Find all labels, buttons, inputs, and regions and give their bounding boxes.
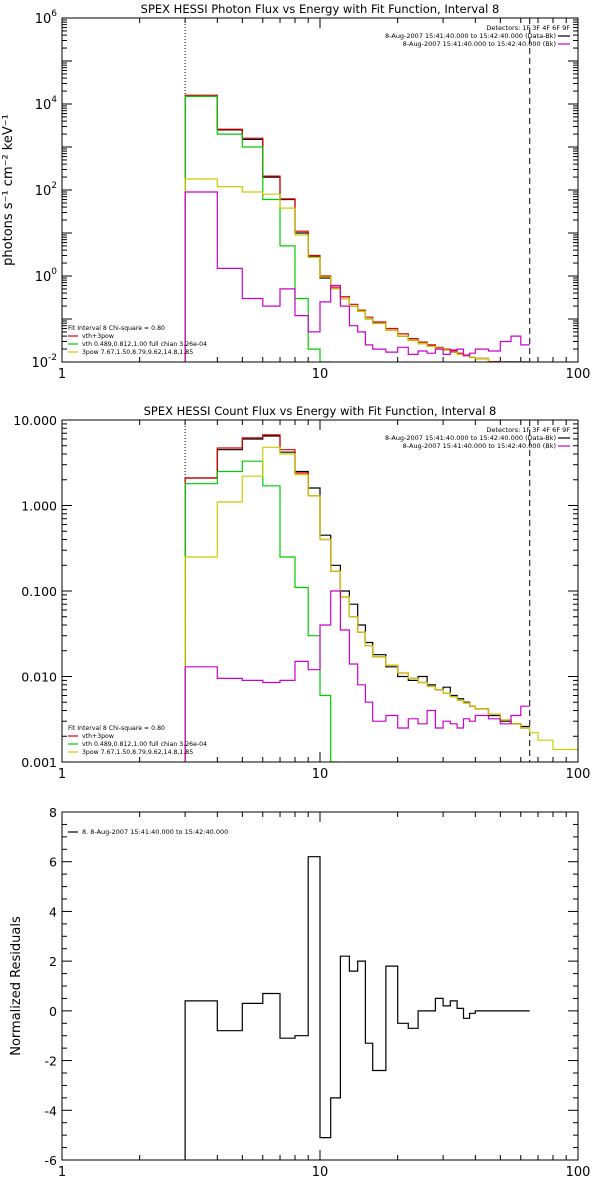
y-tick-label: 2 bbox=[49, 954, 57, 969]
plot-frame bbox=[61, 419, 579, 763]
legend-left-entry: vth 0.489,0.812,1.00 full chian 3.26e-04 bbox=[82, 341, 207, 348]
y-tick-label-exponent: 6 bbox=[51, 9, 57, 19]
y-tick-label: 8 bbox=[49, 805, 57, 820]
y-tick-label-base: 10 bbox=[35, 270, 52, 285]
y-tick-label-exponent: -2 bbox=[48, 353, 57, 363]
series-group bbox=[184, 434, 578, 762]
series-powerlaw bbox=[184, 446, 578, 762]
x-tick-label: 100 bbox=[566, 1165, 591, 1180]
y-tick-label: 104 bbox=[35, 95, 58, 113]
y-tick-label-base: 10 bbox=[35, 12, 52, 27]
legend-right-entry: Detectors: 1F 3F 4F 6F 9F bbox=[486, 24, 570, 32]
y-tick-label: 102 bbox=[35, 181, 57, 199]
y-tick-label-exponent: 4 bbox=[51, 95, 57, 105]
legend-left-entry: vth 0.489,0.812,1.00 full chian 3.26e-04 bbox=[82, 741, 207, 748]
x-tick-label: 1 bbox=[58, 767, 66, 782]
y-ticks bbox=[62, 419, 578, 763]
legend-right-entry: 8-Aug-2007 15:41:40.000 to 15:42:40.000 … bbox=[385, 434, 556, 442]
chart-title: SPEX HESSI Photon Flux vs Energy with Fi… bbox=[141, 2, 500, 16]
y-ticks bbox=[62, 811, 578, 1161]
legend-right-entry: 8-Aug-2007 15:41:40.000 to 15:42:40.000 … bbox=[385, 32, 556, 40]
series-total_fit bbox=[184, 94, 530, 362]
y-tick-label: -4 bbox=[45, 1103, 58, 1118]
series-residuals bbox=[184, 856, 530, 1160]
x-ticks bbox=[61, 812, 567, 1160]
y-tick-label: 100 bbox=[35, 267, 58, 285]
x-tick-label: 10 bbox=[312, 1165, 329, 1180]
legend-left-entry: 3pow 7.67,1.50,8.79,9.62,14.8,1.85 bbox=[82, 349, 193, 356]
y-tick-label: -6 bbox=[45, 1153, 58, 1168]
series-powerlaw bbox=[184, 178, 530, 362]
series-thermal bbox=[184, 460, 341, 762]
legend-right-entry: 8-Aug-2007 15:41:40.000 to 15:42:40.000 … bbox=[403, 442, 556, 450]
y-axis-label: Normalized Residuals bbox=[9, 916, 24, 1056]
series-data bbox=[184, 435, 530, 762]
y-tick-label: 106 bbox=[35, 9, 58, 27]
count-flux-panel: SPEX HESSI Count Flux vs Energy with Fit… bbox=[13, 404, 590, 782]
legend-left-entry: 8. 8-Aug-2007 15:41:40.000 to 15:42:40.0… bbox=[82, 828, 228, 836]
y-tick-label: 0.001 bbox=[21, 755, 57, 770]
photon-flux-panel: SPEX HESSI Photon Flux vs Energy with Fi… bbox=[1, 2, 590, 382]
y-axis-label: photons s⁻¹ cm⁻² keV⁻¹ bbox=[1, 114, 16, 266]
series-group bbox=[184, 856, 530, 1160]
residuals-panel: Normalized Residuals 1 10 100 -6 -4 -2 0 2 4 6 8 8. … bbox=[9, 805, 590, 1180]
x-tick-label: 1 bbox=[58, 367, 66, 382]
y-tick-label: -2 bbox=[45, 1054, 57, 1069]
series-data bbox=[184, 95, 530, 362]
series-total_fit bbox=[184, 434, 530, 762]
y-tick-label: 0.010 bbox=[21, 670, 57, 685]
y-tick-label: 4 bbox=[49, 904, 57, 919]
series-background bbox=[184, 590, 530, 762]
x-tick-label: 1 bbox=[58, 1165, 66, 1180]
x-ticks bbox=[61, 420, 567, 762]
x-tick-label: 10 bbox=[312, 367, 329, 382]
x-tick-label: 100 bbox=[566, 367, 591, 382]
x-ticks bbox=[61, 18, 567, 362]
legend-left-entry: Fit Interval 8 Chi-square = 0.80 bbox=[68, 725, 165, 732]
y-tick-label-base: 10 bbox=[31, 356, 48, 371]
legend-right-entry: Detectors: 1F 3F 4F 6F 9F bbox=[486, 426, 570, 434]
y-tick-label: 0 bbox=[49, 1004, 57, 1019]
y-tick-label: 0.100 bbox=[21, 584, 57, 599]
series-group bbox=[184, 94, 530, 362]
plot-frame bbox=[61, 811, 579, 1161]
series-background bbox=[184, 191, 530, 362]
x-tick-label: 10 bbox=[312, 767, 329, 782]
y-tick-label: 10-2 bbox=[31, 353, 57, 371]
y-tick-label-exponent: 0 bbox=[51, 267, 57, 277]
legend-left-entry: vth+3pow bbox=[82, 733, 114, 740]
y-tick-label-base: 10 bbox=[35, 184, 52, 199]
legend-left-entry: Fit Interval 8 Chi-square = 0.80 bbox=[68, 325, 165, 332]
y-tick-label-base: 10 bbox=[35, 98, 52, 113]
y-tick-label: 10.000 bbox=[13, 413, 57, 428]
y-tick-label-exponent: 2 bbox=[51, 181, 57, 191]
series-thermal bbox=[184, 95, 331, 362]
chart-title: SPEX HESSI Count Flux vs Energy with Fit… bbox=[144, 404, 497, 418]
legend-left-entry: vth+3pow bbox=[82, 333, 114, 340]
y-tick-label: 6 bbox=[49, 855, 57, 870]
y-tick-label: 1.000 bbox=[21, 499, 57, 514]
x-tick-label: 100 bbox=[566, 767, 591, 782]
legend-left-entry: 3pow 7.67,1.50,8.79,9.62,14.8,1.85 bbox=[82, 749, 193, 756]
legend-right-entry: 8-Aug-2007 15:41:40.000 to 15:42:40.000 … bbox=[403, 40, 556, 48]
plot-frame bbox=[61, 17, 579, 363]
